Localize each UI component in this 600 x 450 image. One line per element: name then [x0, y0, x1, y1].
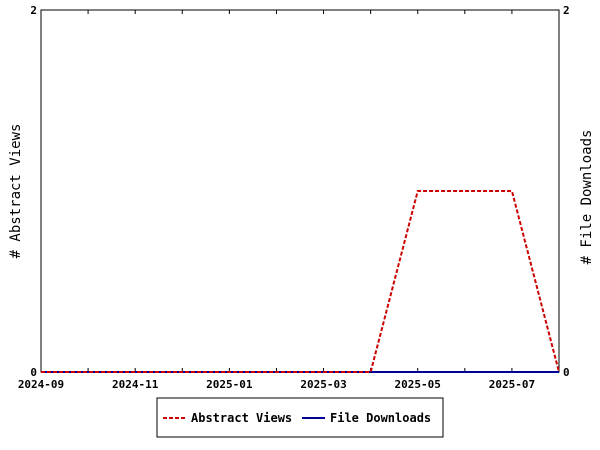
series-line-abstract-views [41, 190, 560, 373]
y-tick-label-left: 2 [30, 4, 37, 17]
y-axis-title-left: # Abstract Views [8, 124, 24, 259]
y-tick-label-left: 0 [30, 366, 37, 379]
x-tick-label: 2024-11 [112, 378, 159, 391]
x-tick-label: 2024-09 [18, 378, 64, 391]
x-tick-label: 2025-07 [489, 378, 535, 391]
legend-label-file-downloads: File Downloads [330, 411, 431, 425]
legend-label-abstract-views: Abstract Views [191, 411, 292, 425]
x-tick-label: 2025-01 [206, 378, 253, 391]
x-tick-label: 2025-05 [395, 378, 441, 391]
y-tick-label-right: 0 [563, 366, 570, 379]
plot-area [40, 9, 560, 373]
x-tick-label: 2025-03 [300, 378, 346, 391]
y-tick-label-right: 2 [563, 4, 570, 17]
y-axis-title-right: # File Downloads [579, 130, 595, 265]
legend-box [156, 397, 444, 438]
legend: Abstract Views File Downloads [156, 397, 444, 438]
series-layer [41, 190, 560, 373]
